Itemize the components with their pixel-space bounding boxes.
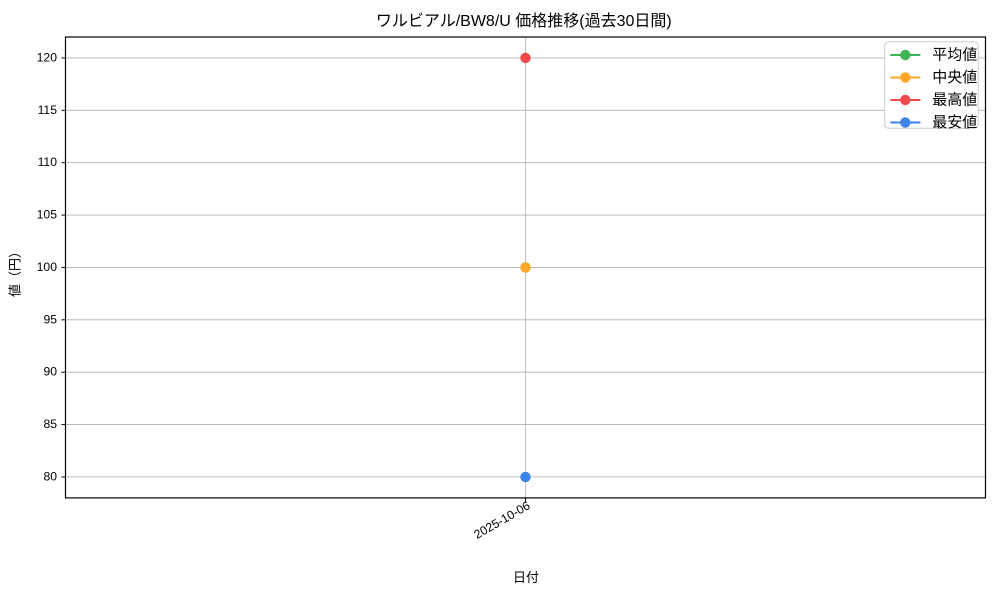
svg-text:120: 120 xyxy=(37,51,58,65)
svg-text:100: 100 xyxy=(37,260,58,274)
svg-text:95: 95 xyxy=(43,312,57,326)
svg-text:値（円）: 値（円） xyxy=(8,245,23,297)
svg-text:110: 110 xyxy=(38,155,58,169)
svg-text:最安値: 最安値 xyxy=(932,114,977,131)
svg-text:90: 90 xyxy=(43,365,57,379)
svg-text:平均値: 平均値 xyxy=(932,47,977,64)
svg-text:2025-10-06: 2025-10-06 xyxy=(472,498,533,541)
svg-text:105: 105 xyxy=(37,208,58,222)
svg-text:最高値: 最高値 xyxy=(932,92,977,109)
svg-text:ワルビアル/BW8/U 価格推移(過去30日間): ワルビアル/BW8/U 価格推移(過去30日間) xyxy=(376,12,672,30)
svg-text:日付: 日付 xyxy=(513,570,539,585)
svg-text:中央値: 中央値 xyxy=(932,69,977,86)
svg-text:85: 85 xyxy=(43,417,57,431)
svg-text:80: 80 xyxy=(43,469,57,483)
svg-text:115: 115 xyxy=(38,103,58,117)
